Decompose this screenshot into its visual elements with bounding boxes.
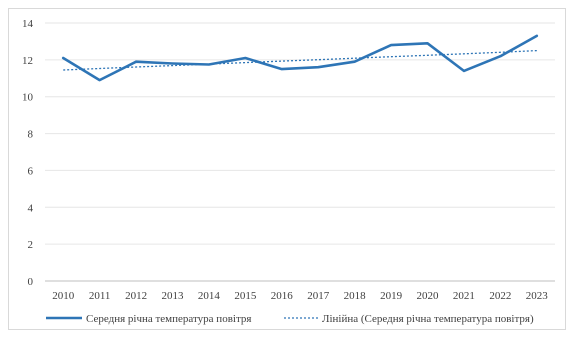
y-tick-label: 14	[22, 18, 34, 30]
y-tick-label: 12	[22, 55, 33, 67]
x-tick-label: 2016	[271, 290, 294, 302]
series-line-0	[61, 34, 539, 82]
y-axis-ticks: 0 2 4 6 8 10 12 14	[22, 18, 34, 288]
series-lines	[61, 34, 539, 82]
gridlines	[45, 22, 555, 282]
y-tick-label: 4	[28, 202, 34, 214]
x-axis-ticks: 2010 2011 2012 2013 2014 2015 2016 2017 2018 2019…	[52, 290, 548, 302]
x-tick-label: 2011	[89, 290, 111, 302]
x-tick-label: 2019	[380, 290, 403, 302]
y-tick-label: 6	[28, 165, 34, 177]
x-tick-label: 2017	[307, 290, 330, 302]
y-tick-label: 0	[28, 276, 34, 288]
x-tick-label: 2020	[417, 290, 440, 302]
legend-label-series-0: Середня річна температура повітря	[86, 313, 251, 325]
x-tick-label: 2021	[453, 290, 475, 302]
x-tick-label: 2018	[344, 290, 367, 302]
x-tick-label: 2013	[162, 290, 185, 302]
x-tick-label: 2010	[52, 290, 75, 302]
y-tick-label: 10	[22, 92, 34, 104]
x-tick-label: 2023	[526, 290, 549, 302]
y-tick-label: 8	[28, 129, 34, 141]
x-tick-label: 2012	[125, 290, 147, 302]
y-tick-label: 2	[28, 239, 34, 251]
x-tick-label: 2015	[234, 290, 257, 302]
chart-frame	[8, 8, 566, 330]
legend-label-series-1: Лінійна (Середня річна температура повіт…	[322, 313, 534, 325]
series-line-1	[63, 49, 537, 71]
x-tick-label: 2022	[489, 290, 511, 302]
x-tick-label: 2014	[198, 290, 221, 302]
legend: Середня річна температура повітря Лінійн…	[46, 313, 534, 325]
